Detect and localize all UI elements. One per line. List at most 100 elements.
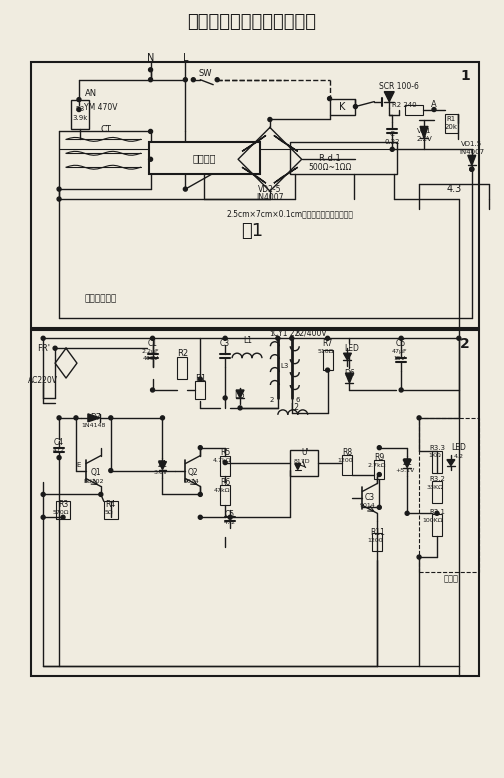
- Circle shape: [183, 78, 187, 82]
- Text: 9014: 9014: [183, 479, 199, 484]
- Text: 多功能: 多功能: [444, 574, 459, 584]
- Text: 47μF: 47μF: [392, 349, 407, 354]
- Circle shape: [41, 492, 45, 496]
- Bar: [290, 142, 397, 174]
- Text: IN4007: IN4007: [459, 149, 484, 156]
- Text: R2: R2: [177, 349, 188, 358]
- Circle shape: [228, 515, 232, 519]
- Text: 2: 2: [270, 397, 274, 403]
- Text: L: L: [182, 53, 188, 63]
- Text: 100KΩ: 100KΩ: [423, 518, 443, 523]
- Text: L1: L1: [243, 336, 253, 345]
- Circle shape: [74, 416, 78, 420]
- Circle shape: [390, 147, 394, 151]
- Text: R1: R1: [195, 373, 206, 383]
- Circle shape: [151, 388, 155, 392]
- Circle shape: [183, 187, 187, 191]
- Text: BU102: BU102: [84, 479, 104, 484]
- Bar: [196, 381, 205, 399]
- Text: 电器外壳: 电器外壳: [193, 153, 216, 163]
- Text: 3.9k: 3.9k: [72, 114, 88, 121]
- Text: SCR 100-6: SCR 100-6: [379, 82, 419, 91]
- Text: R7: R7: [323, 338, 333, 348]
- Text: 20k: 20k: [445, 124, 458, 131]
- Text: C3: C3: [220, 338, 230, 348]
- Bar: [290, 450, 318, 475]
- Text: 1200: 1200: [367, 538, 383, 543]
- Text: 2: 2: [460, 337, 470, 351]
- Text: 500Ω~1ΩΩ: 500Ω~1ΩΩ: [308, 163, 351, 172]
- Polygon shape: [274, 167, 298, 183]
- Circle shape: [192, 78, 196, 82]
- Polygon shape: [242, 167, 266, 183]
- Text: VD1: VD1: [417, 128, 431, 135]
- Circle shape: [326, 368, 330, 372]
- Text: 47kΩ: 47kΩ: [214, 488, 230, 493]
- Text: Q1: Q1: [91, 468, 101, 477]
- Circle shape: [61, 515, 65, 519]
- Text: R5: R5: [220, 448, 230, 457]
- Text: A: A: [431, 100, 437, 109]
- Text: 9014: 9014: [359, 503, 375, 508]
- Bar: [177, 357, 187, 379]
- Text: 4.3: 4.3: [446, 184, 462, 194]
- Circle shape: [457, 336, 461, 340]
- Text: D7: D7: [91, 413, 101, 422]
- Circle shape: [470, 167, 474, 171]
- Polygon shape: [88, 414, 100, 422]
- Text: U': U': [301, 448, 308, 457]
- Text: 1: 1: [460, 68, 470, 82]
- Circle shape: [149, 78, 153, 82]
- Text: R3.1: R3.1: [429, 510, 445, 515]
- Text: 3.6V: 3.6V: [153, 470, 167, 475]
- Text: D5: D5: [235, 391, 245, 401]
- Text: R3: R3: [58, 499, 68, 509]
- Polygon shape: [447, 460, 455, 465]
- Polygon shape: [403, 460, 411, 468]
- Circle shape: [417, 555, 421, 559]
- Polygon shape: [274, 135, 298, 151]
- Bar: [330, 99, 355, 114]
- Bar: [445, 114, 458, 133]
- Bar: [104, 501, 118, 519]
- Text: Z2: Z2: [402, 458, 412, 467]
- Circle shape: [470, 167, 474, 171]
- Bar: [149, 142, 260, 174]
- Circle shape: [57, 197, 61, 201]
- Circle shape: [417, 416, 421, 420]
- Text: 1N4148: 1N4148: [82, 423, 106, 429]
- Circle shape: [77, 97, 81, 102]
- Text: 0.22: 0.22: [385, 139, 400, 145]
- Text: 异常带电及漏电单相断电器: 异常带电及漏电单相断电器: [187, 13, 317, 31]
- Circle shape: [405, 511, 409, 515]
- Text: 510Ω: 510Ω: [318, 349, 334, 354]
- Circle shape: [432, 107, 436, 111]
- Text: R1: R1: [446, 117, 456, 122]
- Text: 图1: 图1: [241, 222, 263, 240]
- Circle shape: [57, 416, 61, 420]
- Text: Q2: Q2: [188, 468, 199, 477]
- Text: 2.5cm×7cm×0.1cm铝片，可贴墙或附放地板: 2.5cm×7cm×0.1cm铝片，可贴墙或附放地板: [226, 209, 353, 219]
- Text: C6: C6: [396, 338, 406, 348]
- Text: R11: R11: [370, 527, 385, 537]
- Bar: [56, 501, 70, 519]
- Text: 1KΩ: 1KΩ: [428, 453, 442, 458]
- Circle shape: [238, 406, 242, 410]
- Circle shape: [435, 511, 439, 515]
- Text: 472: 472: [224, 520, 236, 525]
- Text: SW: SW: [199, 69, 212, 79]
- Circle shape: [160, 416, 164, 420]
- Circle shape: [215, 78, 219, 82]
- Polygon shape: [344, 353, 351, 360]
- Text: VD1.5: VD1.5: [461, 142, 482, 147]
- Circle shape: [377, 506, 382, 510]
- Bar: [31, 331, 479, 676]
- Text: FR': FR': [37, 344, 50, 352]
- Text: AC220V: AC220V: [28, 376, 58, 384]
- Circle shape: [268, 117, 272, 121]
- Circle shape: [53, 346, 57, 350]
- Text: R d.1: R d.1: [319, 154, 340, 163]
- Circle shape: [223, 396, 227, 400]
- Text: 2.2μF: 2.2μF: [142, 349, 159, 354]
- Bar: [372, 533, 382, 551]
